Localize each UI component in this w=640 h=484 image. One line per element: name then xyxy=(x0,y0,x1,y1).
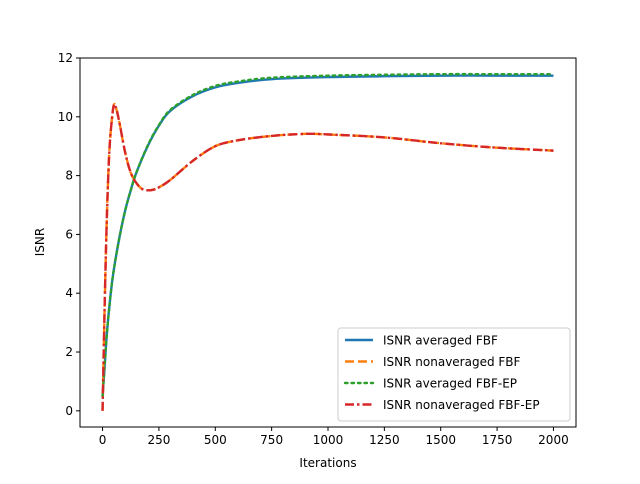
y-tick-label: 8 xyxy=(65,169,73,183)
series-line-4 xyxy=(101,102,554,411)
legend-label: ISNR nonaveraged FBF-EP xyxy=(383,398,540,412)
legend: ISNR averaged FBF ISNR nonaveraged FBF ISN… xyxy=(337,327,571,422)
y-tick-label: 4 xyxy=(65,286,73,300)
plot-area xyxy=(79,57,577,428)
x-tick-label: 0 xyxy=(99,433,107,447)
x-tick-label: 750 xyxy=(260,433,283,447)
legend-label: ISNR averaged FBF-EP xyxy=(383,377,517,391)
legend-label: ISNR averaged FBF xyxy=(383,334,498,348)
series-line-3 xyxy=(101,72,555,398)
y-tick-label: 2 xyxy=(65,345,73,359)
x-axis-label: Iterations xyxy=(299,456,356,470)
x-tick-label: 1250 xyxy=(369,433,400,447)
y-tick-label: 10 xyxy=(58,110,73,124)
legend-label: ISNR nonaveraged FBF xyxy=(383,355,521,369)
y-axis: 0 2 4 6 8 10 12 xyxy=(58,51,80,418)
x-tick-label: 500 xyxy=(204,433,227,447)
legend-box xyxy=(337,327,571,422)
y-tick-label: 6 xyxy=(65,227,73,241)
x-tick-label: 2000 xyxy=(538,433,569,447)
y-tick-label: 12 xyxy=(58,51,73,65)
series-layer xyxy=(101,72,555,411)
x-tick-label: 1500 xyxy=(425,433,456,447)
y-axis-label: ISNR xyxy=(33,228,47,256)
x-tick-label: 1750 xyxy=(482,433,513,447)
x-tick-label: 1000 xyxy=(313,433,344,447)
x-axis: 0 250 500 750 1000 1250 1500 1750 2000 xyxy=(99,427,569,447)
y-tick-label: 0 xyxy=(65,404,73,418)
x-tick-label: 250 xyxy=(147,433,170,447)
